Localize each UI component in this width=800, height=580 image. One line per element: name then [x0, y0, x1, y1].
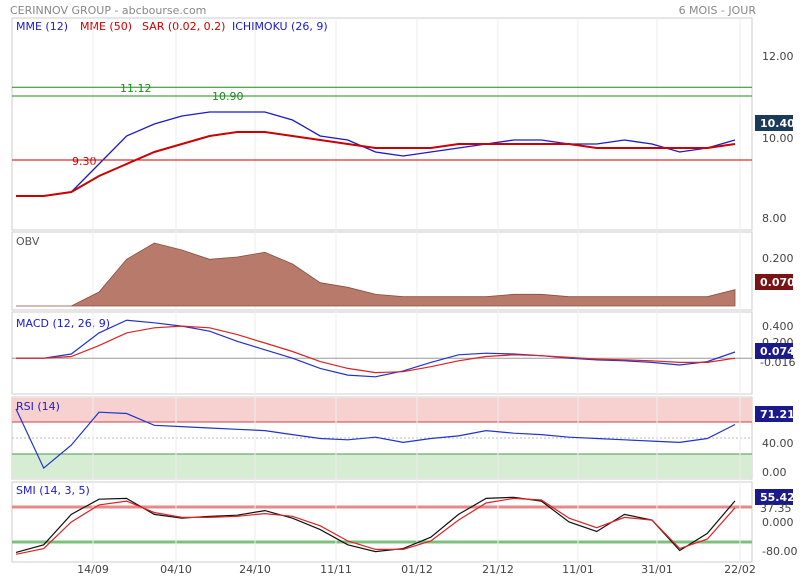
smi-label: SMI (14, 3, 5) [16, 484, 90, 497]
legend-mme12: MME (12) [16, 20, 68, 33]
smi-series-1 [15, 497, 736, 555]
main-last-badge [755, 115, 793, 131]
x-tick-label: 22/02 [724, 563, 756, 576]
x-axis: 14/09 04/10 24/10 11/11 01/12 21/12 11/01 31/01… [77, 18, 756, 576]
rsi-ytick-0: 40.00 [762, 437, 794, 450]
legend-ichimoku: ICHIMOKU (26, 9) [232, 20, 328, 33]
main-last-value: 10.40 [760, 117, 795, 130]
rsi-ytick-1: 0.00 [762, 466, 787, 479]
smi-last-badge [755, 489, 793, 505]
obv-ytick-0: 0.200 [762, 252, 794, 265]
annotation-high: 11.12 [120, 82, 152, 95]
macd-label: MACD (12, 26, 9) [16, 317, 110, 330]
x-tick-label: 04/10 [160, 563, 192, 576]
legend-mme50: MME (50) [80, 20, 132, 33]
rsi-last-badge [755, 406, 793, 422]
x-tick-label: 24/10 [239, 563, 271, 576]
x-tick-label: 21/12 [482, 563, 514, 576]
macd-last-badge [755, 343, 793, 359]
chart-period: 6 MOIS - JOUR [679, 4, 757, 17]
obv-area [16, 242, 736, 307]
macd-panel: MACD (12, 26, 9) 0.400 0.200 0.074 -0.01… [11, 311, 795, 395]
x-tick-label: 14/09 [77, 563, 109, 576]
macd-series-0 [16, 319, 736, 378]
x-tick-label: 11/01 [562, 563, 594, 576]
rsi-last-value: 71.21 [760, 408, 795, 421]
annotation-low: 9.30 [72, 155, 97, 168]
series-line-mme12 [16, 111, 736, 197]
x-tick-label: 01/12 [401, 563, 433, 576]
obv-last-value: 0.070 [760, 276, 795, 289]
main-ytick-2: 8.00 [762, 212, 787, 225]
obv-panel: OBV 0.200 0.070 [11, 231, 795, 311]
smi-last-value: 55.42 [760, 491, 795, 504]
legend-sar: SAR (0.02, 0.2) [142, 20, 225, 33]
macd-series-1 [16, 325, 736, 374]
x-tick-label: 11/11 [320, 563, 352, 576]
rsi-panel: RSI (14) 40.00 0.00 71.21 [11, 396, 795, 480]
macd-ytick-0: 0.400 [762, 320, 794, 333]
rsi-line [15, 408, 736, 470]
macd-last-value: 0.074 [760, 345, 795, 358]
main-ytick-0: 12.00 [762, 50, 794, 63]
main-legend: MME (12) MME (50) SAR (0.02, 0.2) ICHIMO… [16, 20, 328, 33]
smi-series-0 [15, 496, 736, 553]
rsi-oversold-zone [12, 454, 752, 478]
main-panel: MME (12) MME (50) SAR (0.02, 0.2) ICHIMO… [11, 17, 795, 231]
chart-marks [12, 86, 752, 555]
rsi-overbought-zone [12, 398, 752, 422]
smi-ytick-0: 0.000 [762, 516, 794, 529]
obv-label: OBV [16, 235, 40, 248]
smi-panel: SMI (14, 3, 5) 0.000 -80.00 55.42 37.35 [11, 481, 797, 563]
chart-title: CERINNOV GROUP - abcbourse.com [10, 4, 206, 17]
x-tick-label: 31/01 [641, 563, 673, 576]
smi-ytick-1: -80.00 [762, 545, 797, 558]
smi-last-value-2: 37.35 [760, 502, 792, 515]
macd-last-value-2: -0.016 [760, 356, 795, 369]
obv-last-badge [755, 274, 793, 290]
rsi-label: RSI (14) [16, 400, 60, 413]
main-ytick-1: 10.00 [762, 132, 794, 145]
